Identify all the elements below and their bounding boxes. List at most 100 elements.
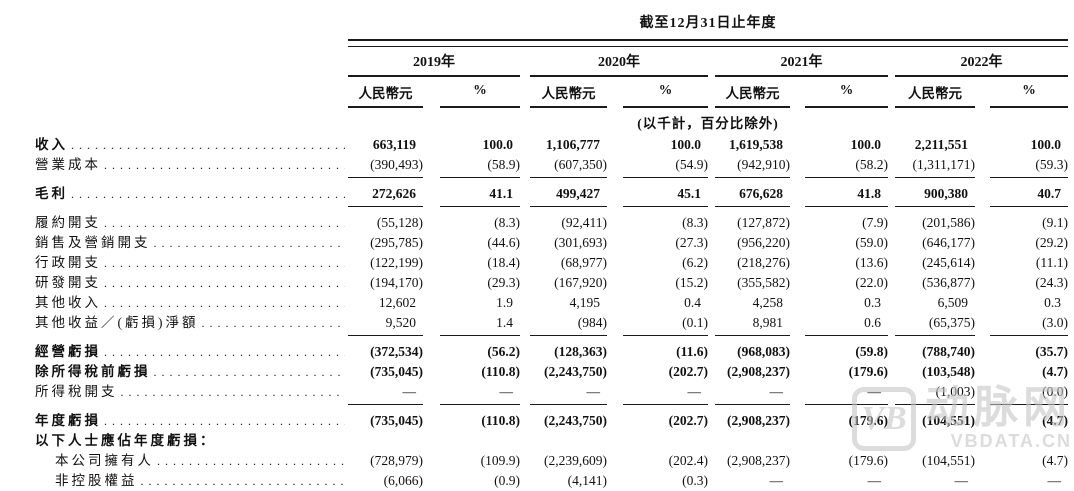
table-row: 履約開支 (55,128) (8.3) (92,411) (8.3) (127,872) (… (35, 213, 1068, 233)
table-row: 其他收益／(虧損)淨額 9,520 1.4 (984) (0.1) 8,981 0.6 (65… (35, 313, 1068, 333)
column-rule (348, 177, 423, 184)
cell-amount: — (402, 384, 417, 399)
column-rule (895, 206, 975, 213)
cell-percent: (3.0) (1042, 315, 1068, 330)
column-rule (440, 335, 520, 342)
cell-percent: 1.4 (496, 315, 513, 330)
year-header-2022: 2022年 (895, 51, 1068, 77)
column-rule (895, 404, 975, 411)
dot-leader (71, 135, 345, 155)
cell-amount: (128,363) (554, 344, 607, 359)
cell-percent: (179.6) (848, 364, 888, 379)
unit-note-row: (以千計，百分比除外) (35, 108, 1068, 135)
column-rule (715, 335, 790, 342)
cell-amount: 1,619,538 (729, 137, 783, 152)
cell-amount: (55,128) (376, 215, 423, 230)
cell-percent: (29.3) (487, 275, 520, 290)
row-label: 經營虧損 (35, 342, 348, 362)
table-row: 銷售及營銷開支 (295,785) (44.6) (301,693) (27.3) (95… (35, 233, 1068, 253)
row-label: 其他收入 (35, 293, 348, 313)
cell-amount: (735,045) (370, 364, 423, 379)
column-rule (348, 206, 423, 213)
cell-amount: 499,427 (556, 186, 600, 201)
row-label: 所得稅開支 (35, 382, 348, 402)
table-row: 研發開支 (194,170) (29.3) (167,920) (15.2) (355,5… (35, 273, 1068, 293)
cell-amount: 12,602 (378, 295, 416, 310)
cell-amount: (2,908,237) (727, 364, 790, 379)
cell-percent: (8.3) (682, 215, 708, 230)
row-label: 銷售及營銷開支 (35, 233, 348, 253)
row-label-text: 毛利 (35, 186, 68, 201)
column-rule-row (35, 402, 1068, 411)
row-label: 其他收益／(虧損)淨額 (35, 313, 348, 333)
row-label-text: 履約開支 (35, 215, 101, 230)
cell-percent: (109.9) (480, 453, 520, 468)
column-rule (530, 335, 607, 342)
cell-percent: (7.9) (862, 215, 888, 230)
row-label: 以下人士應佔年度虧損： (35, 431, 348, 451)
cell-amount: — (586, 384, 601, 399)
cell-amount: (104,551) (922, 453, 975, 468)
cell-amount: 9,520 (385, 315, 416, 330)
cell-amount: (127,872) (737, 215, 790, 230)
cell-amount: (536,877) (922, 275, 975, 290)
row-label-text: 本公司擁有人 (55, 453, 154, 468)
column-rule (895, 335, 975, 342)
cell-amount: (6,066) (383, 473, 423, 488)
column-rule (348, 335, 423, 342)
cell-percent: 0.3 (864, 295, 881, 310)
cell-percent: 40.7 (1037, 186, 1061, 201)
dot-leader (141, 471, 346, 491)
row-label-text: 年度虧損 (35, 413, 101, 428)
cell-percent: (59.3) (1035, 157, 1068, 172)
cell-amount: (390,493) (370, 157, 423, 172)
column-rule (715, 404, 790, 411)
col-header-percent: % (623, 82, 708, 108)
column-rule (990, 335, 1068, 342)
cell-amount: (92,411) (561, 215, 607, 230)
dot-leader (104, 273, 345, 293)
cell-amount: 663,119 (372, 137, 416, 152)
row-label-text: 研發開支 (35, 275, 101, 290)
table-row: 收入 663,119 100.0 1,106,777 100.0 1,619,538 100… (35, 135, 1068, 155)
col-header-percent: % (990, 82, 1068, 108)
cell-amount: (301,693) (554, 235, 607, 250)
cell-percent: (4.7) (1042, 364, 1068, 379)
table-row: 經營虧損 (372,534) (56.2) (128,363) (11.6) (968,0… (35, 342, 1068, 362)
dot-leader (157, 451, 345, 471)
col-header-percent: % (440, 82, 520, 108)
cell-percent: (44.6) (487, 235, 520, 250)
header-double-rule (348, 39, 1068, 47)
column-rule (805, 177, 888, 184)
cell-percent: (0.0) (1042, 384, 1068, 399)
cell-percent: (110.8) (481, 413, 520, 428)
cell-amount: (2,243,750) (544, 413, 607, 428)
col-header-currency: 人民幣元 (895, 82, 975, 108)
cell-amount: 8,981 (752, 315, 783, 330)
dot-leader (104, 293, 345, 313)
cell-percent: (8.3) (494, 215, 520, 230)
cell-percent: (202.7) (668, 364, 708, 379)
cell-percent: (54.9) (675, 157, 708, 172)
cell-percent: — (499, 384, 514, 399)
column-rule (623, 404, 708, 411)
dot-leader (121, 382, 346, 402)
row-label-text: 非控股權益 (55, 473, 138, 488)
col-header-currency: 人民幣元 (348, 82, 423, 108)
cell-percent: (22.0) (855, 275, 888, 290)
column-rule (440, 177, 520, 184)
cell-percent: — (687, 384, 702, 399)
dot-leader (71, 184, 345, 204)
dot-leader (154, 362, 346, 382)
row-label: 本公司擁有人 (35, 451, 348, 471)
row-label-text: 經營虧損 (35, 344, 101, 359)
cell-amount: (122,199) (370, 255, 423, 270)
dot-leader (104, 253, 345, 273)
col-header-currency: 人民幣元 (715, 82, 790, 108)
row-label: 毛利 (35, 184, 348, 204)
table-row: 行政開支 (122,199) (18.4) (68,977) (6.2) (218,276… (35, 253, 1068, 273)
cell-percent: (9.1) (1042, 215, 1068, 230)
row-label: 除所得稅前虧損 (35, 362, 348, 382)
cell-percent: 100.0 (1030, 137, 1061, 152)
